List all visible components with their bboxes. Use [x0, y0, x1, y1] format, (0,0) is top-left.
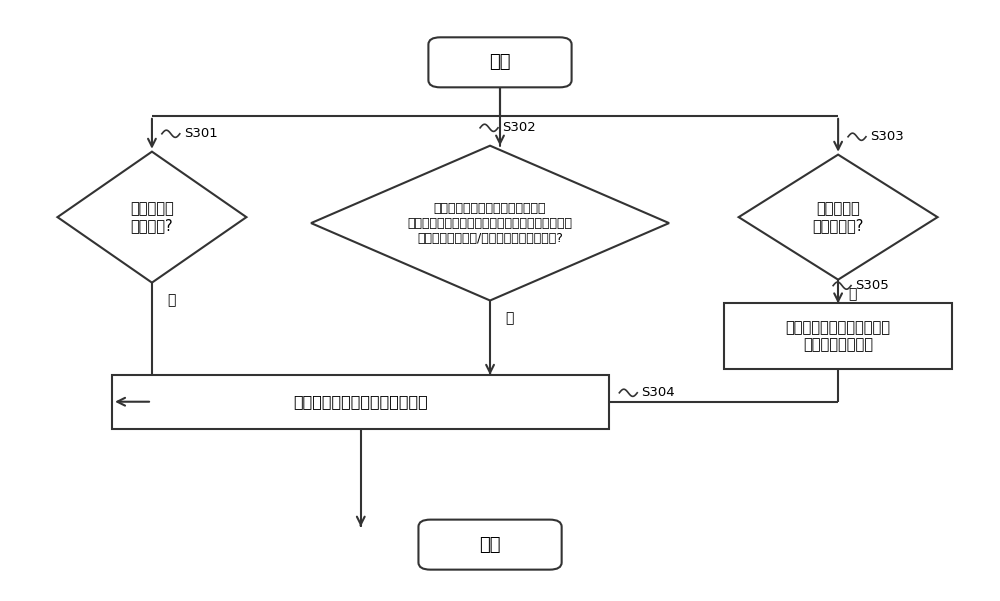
Polygon shape — [57, 151, 246, 282]
FancyBboxPatch shape — [428, 37, 572, 87]
Polygon shape — [311, 145, 669, 300]
Text: 开始: 开始 — [489, 53, 511, 72]
Text: 控制车辆保持当前状态，并
控制发出提示信息: 控制车辆保持当前状态，并 控制发出提示信息 — [786, 320, 891, 352]
Text: S305: S305 — [855, 279, 889, 292]
FancyBboxPatch shape — [418, 520, 562, 570]
Text: 退出: 退出 — [479, 535, 501, 554]
Text: 是: 是 — [167, 293, 175, 308]
Text: 是: 是 — [848, 287, 856, 302]
Bar — [112, 375, 609, 429]
Text: S301: S301 — [184, 127, 218, 140]
Text: S304: S304 — [641, 386, 675, 399]
Text: 接收到油门
踏板的信号?: 接收到油门 踏板的信号? — [812, 201, 864, 233]
Text: 检测到方向盘实际扭矩与目标扭矩
数值相差超过第三预设阈值，且持续时间超过第四
预设阈值的情况和/或接收到制动踏板信号?: 检测到方向盘实际扭矩与目标扭矩 数值相差超过第三预设阈值，且持续时间超过第四 预… — [408, 201, 573, 245]
Text: 检测到车辆
发生故障?: 检测到车辆 发生故障? — [130, 201, 174, 233]
Text: S303: S303 — [870, 130, 904, 143]
Text: 退出自适应巡航并发出提示信息: 退出自适应巡航并发出提示信息 — [293, 394, 428, 409]
Polygon shape — [739, 154, 938, 279]
Text: 是: 是 — [505, 311, 513, 325]
Text: S302: S302 — [502, 121, 536, 134]
Bar — [724, 304, 952, 369]
